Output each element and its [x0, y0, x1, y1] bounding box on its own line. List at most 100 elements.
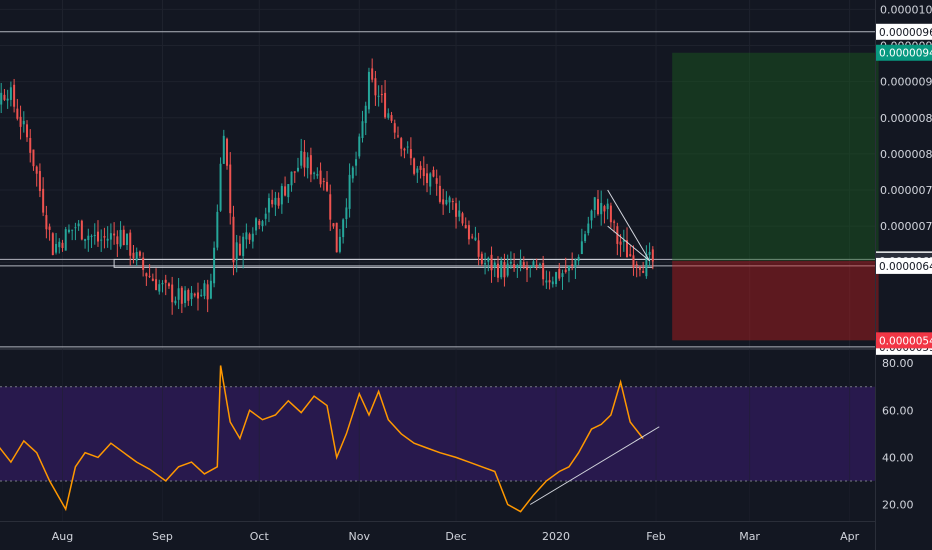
- rsi-pane: [0, 349, 875, 521]
- candle-body: [232, 216, 235, 263]
- candle-body: [322, 181, 325, 183]
- candle-body: [609, 205, 612, 223]
- price-tick-label: 0.00000800: [880, 148, 932, 161]
- candle-body: [384, 92, 387, 118]
- candle-body: [564, 269, 567, 273]
- candle-body: [480, 253, 483, 264]
- candle-body: [496, 263, 499, 278]
- time-scale[interactable]: Aug Sep Oct Nov Dec 2020 Feb Mar Apr: [52, 530, 860, 543]
- rsi-band: [0, 386, 875, 481]
- rsi-line: [0, 365, 644, 513]
- rsi-tick-label: 60.00: [882, 404, 914, 417]
- candle-body: [467, 225, 470, 240]
- candle-body: [290, 171, 293, 186]
- candle-body: [200, 294, 203, 296]
- candle-body: [438, 185, 441, 202]
- candle-body: [590, 210, 593, 221]
- candle-body: [516, 265, 519, 268]
- candle-body: [155, 279, 158, 290]
- candle-body: [622, 240, 625, 242]
- candle-body: [429, 173, 432, 187]
- candle-body: [406, 146, 409, 148]
- price-level-tag: [876, 23, 932, 40]
- candle-body: [103, 236, 106, 238]
- candle-body: [535, 264, 538, 267]
- candle-body: [442, 199, 445, 205]
- candle-body: [116, 236, 119, 245]
- candle-body: [142, 257, 145, 270]
- candle-body: [174, 300, 177, 304]
- candle-body: [258, 220, 261, 225]
- candle-body: [364, 105, 367, 124]
- candle-body: [219, 163, 222, 211]
- candle-body: [148, 275, 151, 277]
- price-tick-label: 0.00000850: [880, 112, 932, 125]
- candle-body: [42, 188, 45, 213]
- candle-body: [264, 213, 267, 219]
- candle-body: [22, 120, 25, 125]
- candle-body: [493, 262, 496, 268]
- price-pane: [0, 0, 879, 349]
- candle-body: [522, 262, 525, 267]
- candle-body: [261, 221, 264, 227]
- candle-body: [367, 71, 370, 110]
- candle-body: [645, 253, 648, 277]
- candle-body: [545, 280, 548, 283]
- candle-body: [567, 265, 570, 271]
- rsi-tick-label: 20.00: [882, 499, 914, 512]
- candle-body: [132, 252, 135, 259]
- candle-body: [213, 247, 216, 284]
- candle-body: [248, 234, 251, 240]
- candle-body: [277, 197, 280, 206]
- candle-body: [538, 263, 541, 265]
- candle-body: [374, 78, 377, 96]
- candle-body: [635, 264, 638, 266]
- candle-body: [26, 124, 29, 138]
- candle-body: [371, 68, 374, 80]
- price-tick-label: 0.00001000: [880, 3, 932, 16]
- loss-zone: [672, 260, 879, 341]
- candle-body: [77, 223, 80, 227]
- candle-body: [335, 222, 338, 253]
- candle-body: [329, 194, 332, 220]
- rsi-scale[interactable]: 80.00 60.00 40.00 20.00: [882, 357, 914, 511]
- candle-body: [351, 167, 354, 179]
- candle-body: [355, 159, 358, 166]
- candle-body: [109, 233, 112, 240]
- candle-body: [6, 98, 9, 101]
- candle-body: [74, 227, 77, 229]
- candle-body: [458, 210, 461, 217]
- candlesticks: [0, 58, 654, 315]
- time-tick-label: Mar: [739, 530, 760, 543]
- candle-body: [400, 138, 403, 149]
- candle-body: [222, 135, 225, 164]
- candle-body: [416, 168, 419, 173]
- candle-body: [613, 221, 616, 223]
- candle-body: [38, 171, 41, 191]
- rsi-pane-grid: [0, 349, 875, 521]
- candle-body: [648, 251, 651, 255]
- candle-body: [574, 259, 577, 268]
- time-tick-label: Nov: [349, 530, 371, 543]
- candle-body: [58, 241, 61, 248]
- profit-zone: [672, 52, 879, 261]
- candle-body: [138, 251, 141, 256]
- price-scale[interactable]: 0.000010000.000009500.000009000.00000850…: [876, 3, 932, 355]
- candle-body: [235, 242, 238, 261]
- candle-body: [216, 211, 219, 248]
- candle-body: [309, 155, 312, 175]
- candle-body: [509, 261, 512, 264]
- candle-body: [426, 173, 429, 183]
- candle-body: [61, 242, 64, 248]
- candle-body: [419, 165, 422, 170]
- candle-body: [474, 237, 477, 241]
- candle-body: [16, 108, 19, 119]
- candle-body: [422, 168, 425, 177]
- candle-body: [377, 95, 380, 97]
- candle-body: [106, 238, 109, 241]
- candle-body: [326, 181, 329, 191]
- candle-body: [606, 203, 609, 210]
- candle-body: [55, 243, 58, 253]
- candle-body: [484, 263, 487, 265]
- candle-body: [435, 178, 438, 184]
